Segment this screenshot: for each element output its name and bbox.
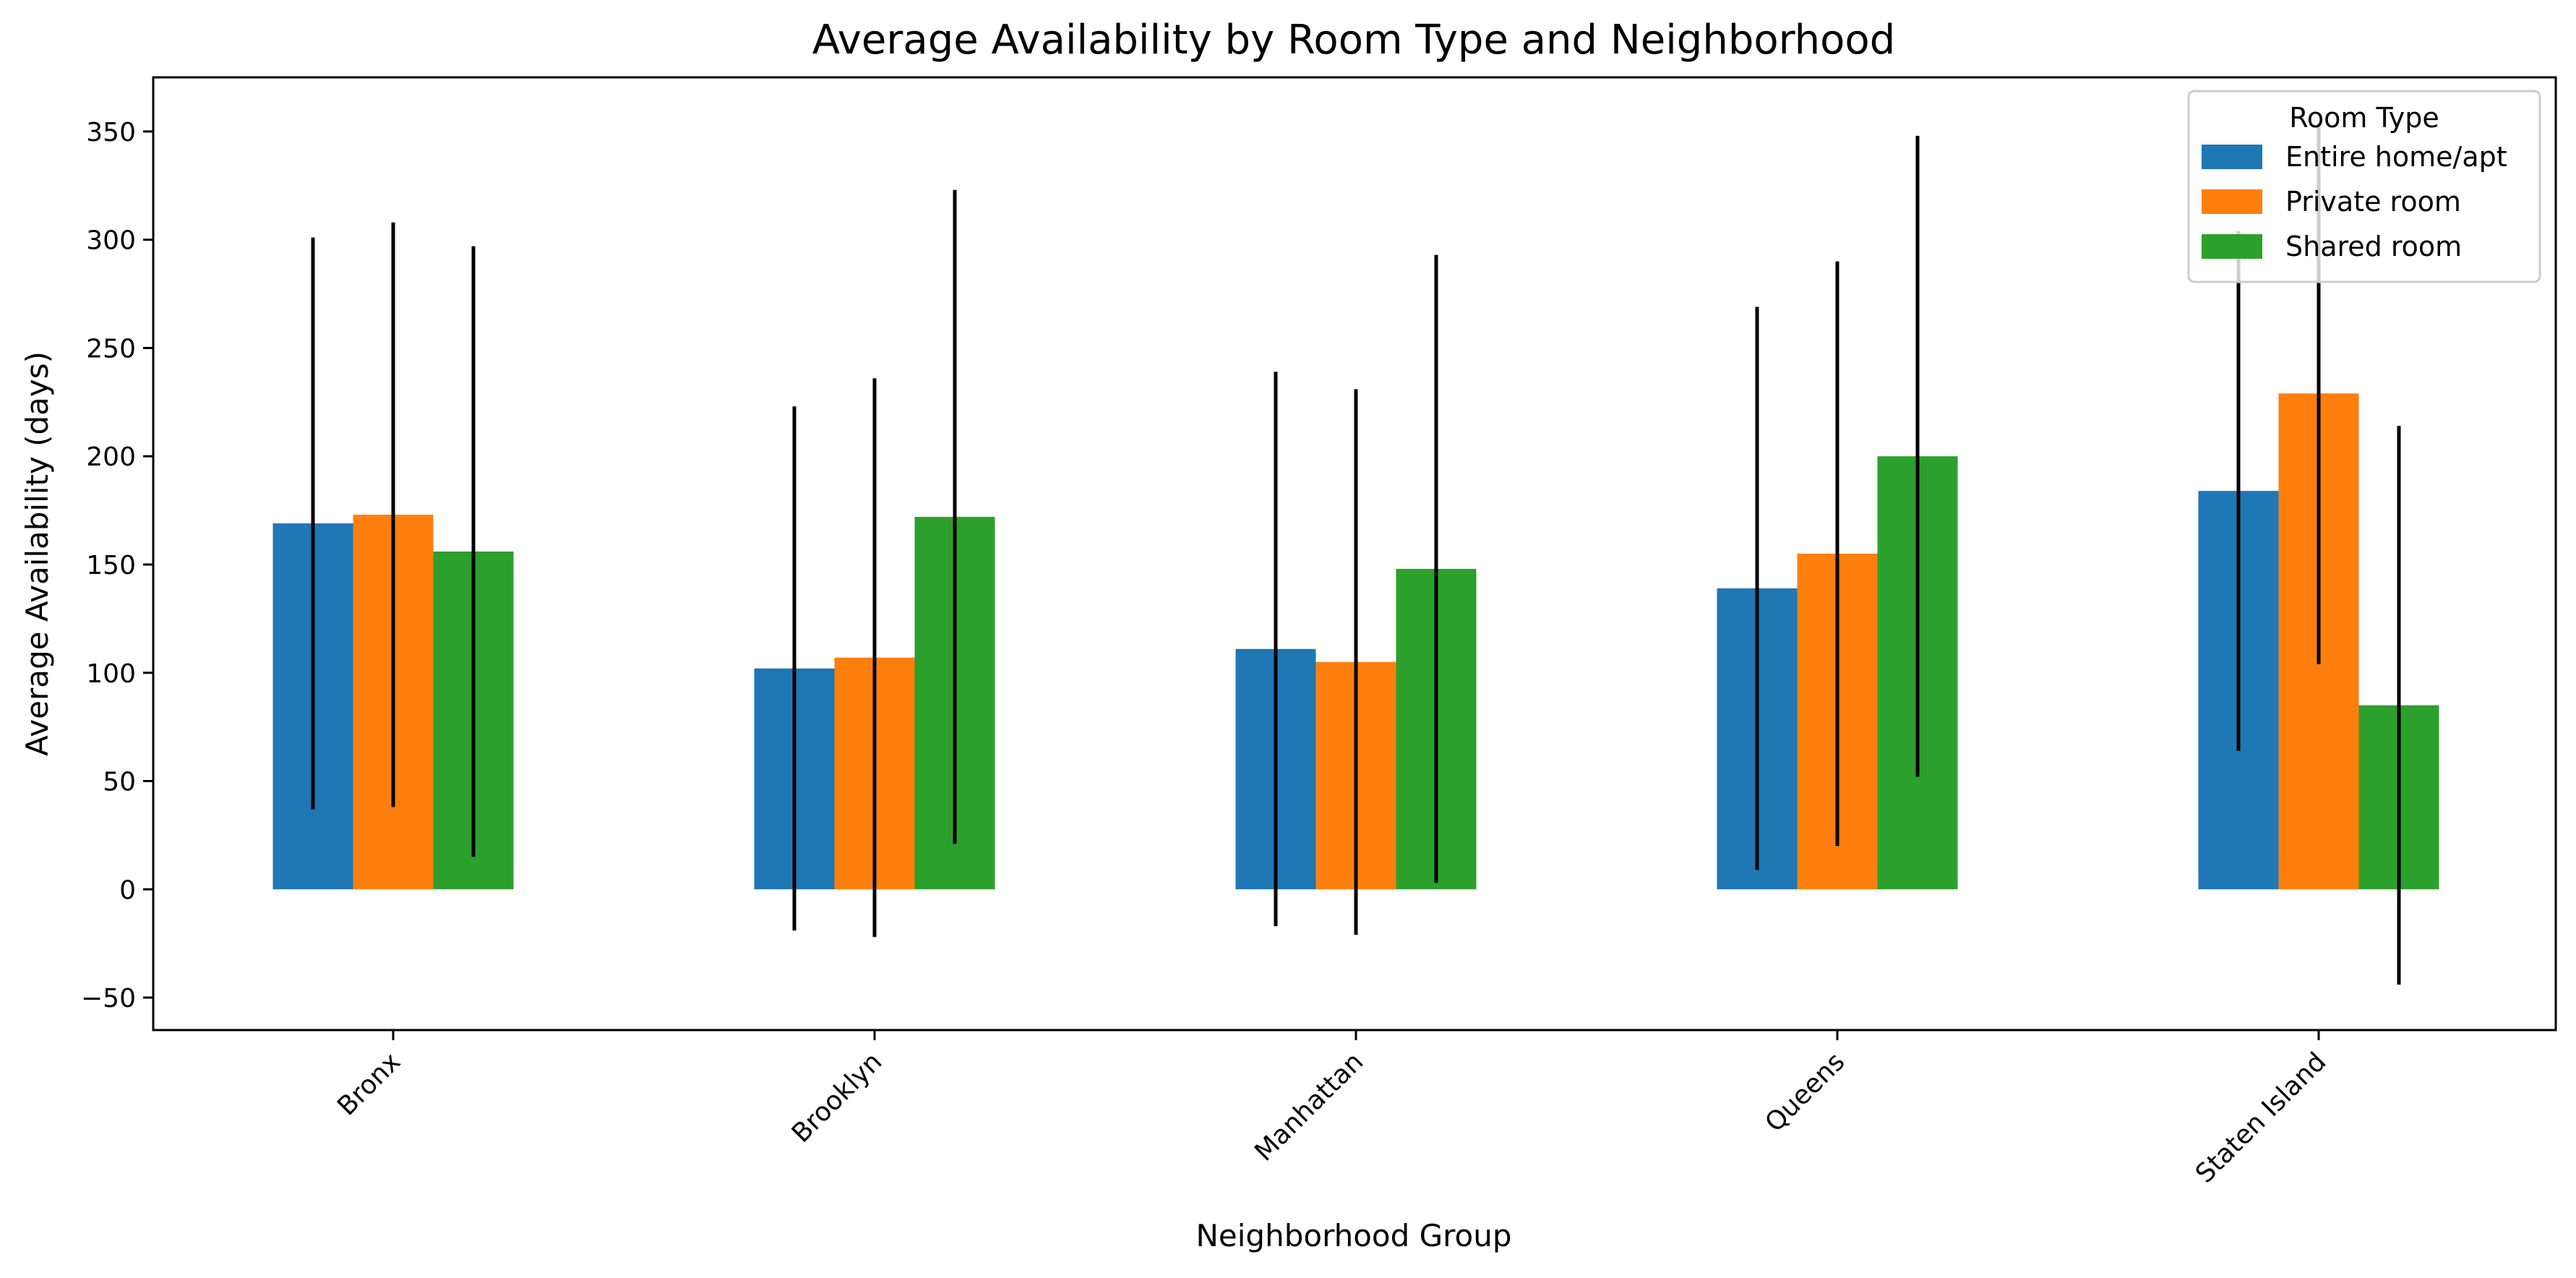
legend-swatch-0 <box>2202 145 2262 169</box>
y-tick-label-1: 0 <box>119 875 136 905</box>
legend-swatch-1 <box>2202 189 2262 214</box>
legend-label-0: Entire home/apt <box>2285 141 2507 173</box>
chart-title: Average Availability by Room Type and Ne… <box>812 17 1896 64</box>
y-axis: −50 0 50 100 150 200 250 300 350 <box>81 118 153 1013</box>
error-bars-group <box>311 122 2401 985</box>
y-tick-label-4: 150 <box>86 551 136 580</box>
y-tick-label-5: 200 <box>86 442 136 472</box>
legend: Room Type Entire home/apt Private room Sha… <box>2187 90 2541 283</box>
legend-title: Room Type <box>2289 102 2439 134</box>
y-tick-label-7: 300 <box>86 226 136 256</box>
y-tick-label-0: −50 <box>81 984 136 1013</box>
x-axis-label: Neighborhood Group <box>1196 1218 1512 1253</box>
y-tick-label-6: 250 <box>86 334 136 364</box>
y-axis-label: Average Availability (days) <box>20 351 55 756</box>
legend-frame <box>2187 90 2541 283</box>
legend-swatch-2 <box>2202 234 2262 259</box>
y-tick-label-2: 50 <box>103 768 136 797</box>
y-tick-label-3: 100 <box>86 659 136 689</box>
legend-label-1: Private room <box>2285 186 2461 218</box>
plot-frame <box>152 76 2557 1032</box>
legend-label-2: Shared room <box>2285 231 2462 262</box>
y-tick-label-8: 350 <box>86 118 136 147</box>
